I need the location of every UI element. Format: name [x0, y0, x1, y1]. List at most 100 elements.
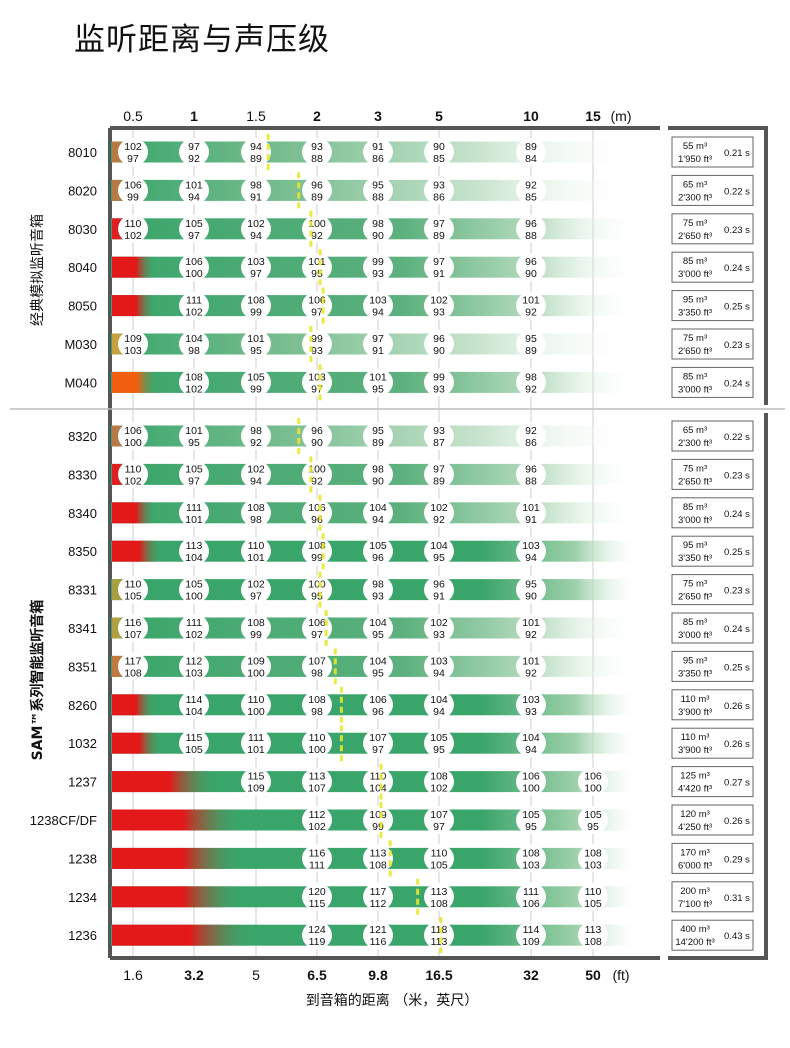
spl-avg-value: 92: [250, 437, 262, 449]
spl-avg-value: 86: [433, 191, 445, 203]
spl-max-value: 111: [186, 617, 202, 629]
room-volume-m3: 110 m³: [681, 732, 710, 743]
spl-label-bg: [179, 291, 209, 320]
room-volume-ft3: 3'000 ft³: [678, 515, 712, 526]
spl-label-bg: [516, 176, 546, 205]
room-volume-m3: 75 m³: [683, 218, 707, 229]
room-box: [671, 290, 754, 322]
spl-avg-value: 93: [311, 345, 323, 357]
room-volume-m3: 125 m³: [680, 771, 710, 782]
room-volume-ft3: 2'650 ft³: [678, 231, 712, 242]
spl-max-value: 97: [433, 463, 445, 475]
spl-max-value: 105: [522, 809, 540, 821]
spl-label-bg: [516, 806, 546, 834]
room-box: [671, 689, 754, 721]
room-volume-ft3: 2'300 ft³: [678, 438, 712, 449]
spl-max-value: 104: [185, 333, 203, 345]
room-volume-ft3: 3'900 ft³: [678, 745, 712, 756]
spl-label-bg: [118, 460, 148, 489]
x-tick-top: 5: [435, 108, 443, 124]
spl-label-bg: [424, 921, 454, 950]
spl-label-bg: [118, 575, 148, 604]
spl-max-value: 97: [188, 141, 200, 153]
spl-max-value: 108: [308, 540, 326, 552]
spl-avg-value: 98: [311, 667, 323, 679]
spl-max-value: 106: [124, 179, 142, 191]
spl-label-bg: [302, 614, 332, 642]
room-volume-m3: 75 m³: [683, 333, 707, 344]
spl-max-value: 113: [186, 540, 203, 552]
spl-max-value: 97: [372, 333, 384, 345]
page-title: 监听距离与声压级: [74, 22, 330, 58]
spl-label-bg: [179, 575, 209, 604]
spl-avg-value: 88: [372, 191, 384, 203]
spl-max-value: 115: [186, 732, 203, 744]
spl-avg-value: 92: [433, 514, 445, 526]
spl-label-bg: [424, 882, 454, 911]
spl-avg-value: 103: [584, 859, 602, 871]
spl-max-value: 109: [124, 333, 142, 345]
nearfield-zone: [112, 886, 242, 908]
spl-label-bg: [363, 614, 393, 642]
spl-label-bg: [424, 652, 454, 681]
x-tick-top: 10: [523, 108, 539, 124]
spl-label-bg: [424, 368, 454, 397]
spl-max-value: 103: [308, 371, 326, 383]
reverb-time: 0.43 s: [724, 931, 750, 942]
spl-label-bg: [516, 537, 546, 566]
x-tick-bottom: 6.5: [307, 967, 327, 983]
spl-label-bg: [516, 214, 546, 243]
spl-label-bg: [179, 614, 209, 642]
spl-avg-value: 107: [124, 629, 142, 641]
spl-avg-value: 95: [587, 821, 599, 833]
room-volume-m3: 85 m³: [683, 371, 707, 382]
spl-label-bg: [241, 729, 271, 758]
reverb-time: 0.27 s: [724, 778, 750, 789]
spl-avg-value: 90: [433, 345, 445, 357]
spl-label-bg: [363, 729, 393, 758]
spl-max-value: 106: [308, 295, 326, 307]
room-volume-m3: 75 m³: [683, 463, 707, 474]
spl-label-bg: [302, 498, 332, 527]
spl-avg-value: 94: [372, 514, 384, 526]
spl-label-bg: [241, 767, 271, 796]
nearfield-zone: [112, 256, 156, 278]
spl-label-bg: [424, 138, 454, 166]
spl-label-bg: [363, 537, 393, 566]
room-box: [671, 612, 754, 644]
spl-label-bg: [302, 729, 332, 758]
spl-avg-value: 92: [188, 153, 200, 165]
room-volume-m3: 200 m³: [680, 886, 710, 897]
spl-max-value: 107: [369, 732, 387, 744]
spl-label-bg: [118, 214, 148, 243]
spl-avg-value: 95: [433, 552, 445, 564]
room-volume-m3: 120 m³: [680, 809, 710, 820]
spl-label-bg: [302, 767, 332, 796]
spl-max-value: 108: [308, 694, 326, 706]
room-volume-ft3: 3'000 ft³: [678, 630, 712, 641]
spl-max-value: 92: [525, 425, 537, 437]
spl-avg-value: 103: [124, 345, 142, 357]
spl-max-value: 105: [584, 809, 602, 821]
room-volume-m3: 95 m³: [683, 540, 707, 551]
nearfield-zone: [112, 371, 158, 393]
spl-avg-value: 86: [525, 437, 537, 449]
spl-avg-value: 95: [372, 629, 384, 641]
spl-avg-value: 93: [433, 307, 445, 319]
spl-max-value: 104: [430, 540, 448, 552]
spl-avg-value: 94: [372, 307, 384, 319]
spl-label-bg: [516, 690, 546, 719]
spl-label-bg: [516, 767, 546, 796]
room-box: [671, 328, 754, 360]
spl-label-bg: [302, 690, 332, 719]
spl-max-value: 108: [584, 847, 602, 859]
spl-label-bg: [363, 176, 393, 205]
spl-max-value: 105: [369, 540, 387, 552]
spl-avg-value: 97: [188, 230, 200, 242]
room-volume-ft3: 3'350 ft³: [678, 553, 712, 564]
spl-avg-value: 91: [372, 345, 384, 357]
spl-label-bg: [516, 291, 546, 320]
spl-avg-value: 86: [372, 153, 384, 165]
spl-avg-value: 108: [369, 859, 387, 871]
model-label: 8341: [68, 621, 97, 636]
